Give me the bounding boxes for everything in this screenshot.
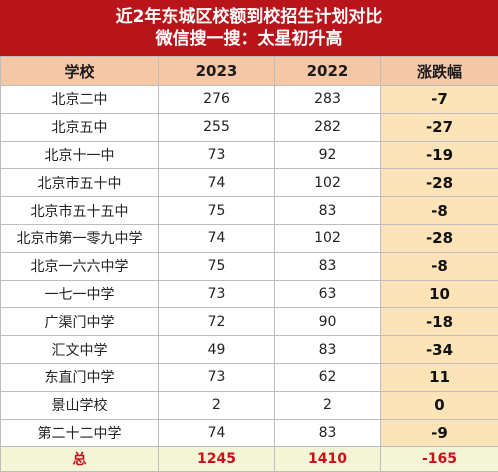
header-school: 学校 <box>1 57 159 86</box>
value-2022-cell: 83 <box>275 252 381 280</box>
school-cell: 第二十二中学 <box>1 419 159 447</box>
total-2022: 1410 <box>275 447 381 472</box>
value-2022-cell: 102 <box>275 169 381 197</box>
value-2022-cell: 90 <box>275 308 381 336</box>
school-cell: 北京一六六中学 <box>1 252 159 280</box>
document-sheet: 近2年东城区校额到校招生计划对比 微信搜一搜：太星初升高 学校 2023 202… <box>0 0 498 447</box>
change-cell: 0 <box>381 391 498 419</box>
change-cell: -28 <box>381 169 498 197</box>
change-cell: 10 <box>381 280 498 308</box>
value-2023-cell: 72 <box>159 308 275 336</box>
value-2023-cell: 73 <box>159 363 275 391</box>
header-2022: 2022 <box>275 57 381 86</box>
change-cell: -8 <box>381 197 498 225</box>
title-subtitle: 微信搜一搜：太星初升高 <box>156 28 343 50</box>
change-cell: -8 <box>381 252 498 280</box>
value-2023-cell: 74 <box>159 419 275 447</box>
value-2023-cell: 74 <box>159 169 275 197</box>
school-cell: 北京市五十五中 <box>1 197 159 225</box>
value-2023-cell: 2 <box>159 391 275 419</box>
school-cell: 北京十一中 <box>1 141 159 169</box>
school-cell: 景山学校 <box>1 391 159 419</box>
table-header-row: 学校 2023 2022 涨跌幅 <box>1 57 498 86</box>
school-cell: 一七一中学 <box>1 280 159 308</box>
school-cell: 北京市五十中 <box>1 169 159 197</box>
change-cell: -19 <box>381 141 498 169</box>
school-cell: 汇文中学 <box>1 336 159 364</box>
change-cell: -27 <box>381 113 498 141</box>
value-2022-cell: 283 <box>275 86 381 114</box>
total-2023: 1245 <box>159 447 275 472</box>
header-2023: 2023 <box>159 57 275 86</box>
value-2022-cell: 83 <box>275 336 381 364</box>
value-2023-cell: 73 <box>159 141 275 169</box>
table-total-row: 总 1245 1410 -165 <box>1 447 498 472</box>
change-cell: -18 <box>381 308 498 336</box>
change-cell: -34 <box>381 336 498 364</box>
title-banner: 近2年东城区校额到校招生计划对比 微信搜一搜：太星初升高 <box>0 0 498 56</box>
value-2022-cell: 282 <box>275 113 381 141</box>
change-cell: -9 <box>381 419 498 447</box>
value-2023-cell: 75 <box>159 252 275 280</box>
title-main: 近2年东城区校额到校招生计划对比 <box>116 6 383 28</box>
school-cell: 北京二中 <box>1 86 159 114</box>
value-2022-cell: 63 <box>275 280 381 308</box>
value-2023-cell: 73 <box>159 280 275 308</box>
school-cell: 东直门中学 <box>1 363 159 391</box>
total-change: -165 <box>381 447 498 472</box>
value-2023-cell: 276 <box>159 86 275 114</box>
value-2023-cell: 74 <box>159 224 275 252</box>
value-2022-cell: 92 <box>275 141 381 169</box>
school-cell: 广渠门中学 <box>1 308 159 336</box>
school-cell: 北京五中 <box>1 113 159 141</box>
school-cell: 北京市第一零九中学 <box>1 224 159 252</box>
change-cell: 11 <box>381 363 498 391</box>
value-2022-cell: 83 <box>275 197 381 225</box>
value-2022-cell: 83 <box>275 419 381 447</box>
change-cell: -28 <box>381 224 498 252</box>
value-2023-cell: 255 <box>159 113 275 141</box>
value-2022-cell: 2 <box>275 391 381 419</box>
header-change: 涨跌幅 <box>381 57 498 86</box>
change-cell: -7 <box>381 86 498 114</box>
value-2023-cell: 49 <box>159 336 275 364</box>
value-2022-cell: 62 <box>275 363 381 391</box>
value-2023-cell: 75 <box>159 197 275 225</box>
value-2022-cell: 102 <box>275 224 381 252</box>
total-label: 总 <box>1 447 159 472</box>
